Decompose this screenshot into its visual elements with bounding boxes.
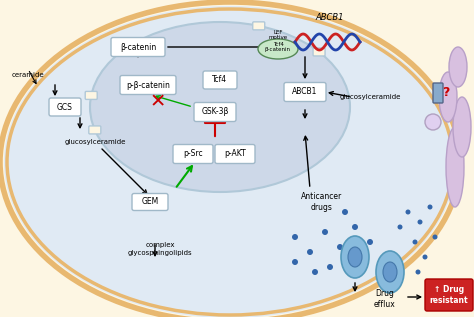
FancyBboxPatch shape <box>433 83 443 103</box>
Text: GEM: GEM <box>141 197 159 206</box>
Text: ABCB1: ABCB1 <box>316 12 344 22</box>
Ellipse shape <box>90 22 350 192</box>
FancyBboxPatch shape <box>132 193 168 210</box>
Circle shape <box>292 234 298 240</box>
FancyBboxPatch shape <box>85 91 97 100</box>
Text: ↑ Drug
resistant: ↑ Drug resistant <box>430 285 468 305</box>
Circle shape <box>367 239 373 245</box>
FancyBboxPatch shape <box>127 40 139 48</box>
FancyBboxPatch shape <box>253 22 265 30</box>
Circle shape <box>307 249 313 255</box>
Ellipse shape <box>439 72 457 122</box>
Circle shape <box>418 219 422 224</box>
Text: β-catenin: β-catenin <box>120 42 156 51</box>
Ellipse shape <box>4 6 456 317</box>
Circle shape <box>398 224 402 230</box>
FancyBboxPatch shape <box>89 126 101 134</box>
FancyBboxPatch shape <box>120 75 176 94</box>
Text: p-Src: p-Src <box>183 150 203 158</box>
FancyBboxPatch shape <box>194 102 236 121</box>
Text: ?: ? <box>442 86 450 99</box>
Text: p-β-catenin: p-β-catenin <box>126 81 170 89</box>
FancyBboxPatch shape <box>173 145 213 164</box>
Ellipse shape <box>383 262 397 282</box>
Text: glucosylceramide: glucosylceramide <box>64 139 126 145</box>
Circle shape <box>425 114 441 130</box>
Circle shape <box>312 269 318 275</box>
Text: ceramide: ceramide <box>12 72 44 78</box>
Circle shape <box>405 210 410 215</box>
FancyBboxPatch shape <box>111 37 165 56</box>
Text: LEF
motive: LEF motive <box>268 29 288 40</box>
Ellipse shape <box>449 47 467 87</box>
Ellipse shape <box>258 39 298 59</box>
Circle shape <box>292 259 298 265</box>
Circle shape <box>412 240 418 244</box>
Circle shape <box>422 255 428 260</box>
Circle shape <box>352 224 358 230</box>
Circle shape <box>322 229 328 235</box>
Text: ABCB1: ABCB1 <box>292 87 318 96</box>
Ellipse shape <box>446 127 464 207</box>
Text: Drug
efflux: Drug efflux <box>374 289 396 309</box>
Circle shape <box>416 269 420 275</box>
FancyBboxPatch shape <box>313 48 325 56</box>
FancyBboxPatch shape <box>425 279 473 311</box>
FancyBboxPatch shape <box>203 71 237 89</box>
Circle shape <box>342 209 348 215</box>
Ellipse shape <box>376 251 404 293</box>
FancyBboxPatch shape <box>49 98 81 116</box>
Circle shape <box>327 264 333 270</box>
Text: p-AKT: p-AKT <box>224 150 246 158</box>
Ellipse shape <box>348 247 362 267</box>
Text: Tcf4: Tcf4 <box>212 75 228 85</box>
FancyBboxPatch shape <box>215 145 255 164</box>
Circle shape <box>432 235 438 240</box>
Text: Tcf4
β-catenin: Tcf4 β-catenin <box>265 42 291 52</box>
FancyBboxPatch shape <box>284 82 326 101</box>
Text: GSK-3β: GSK-3β <box>201 107 228 117</box>
Text: glucosylceramide: glucosylceramide <box>339 94 401 100</box>
Text: ✕: ✕ <box>150 93 166 112</box>
Circle shape <box>337 244 343 250</box>
Ellipse shape <box>341 236 369 278</box>
Ellipse shape <box>453 97 471 157</box>
Circle shape <box>428 204 432 210</box>
Text: Anticancer
drugs: Anticancer drugs <box>301 192 343 212</box>
Text: GCS: GCS <box>57 102 73 112</box>
Text: complex
glycosphingolipids: complex glycosphingolipids <box>128 243 192 256</box>
